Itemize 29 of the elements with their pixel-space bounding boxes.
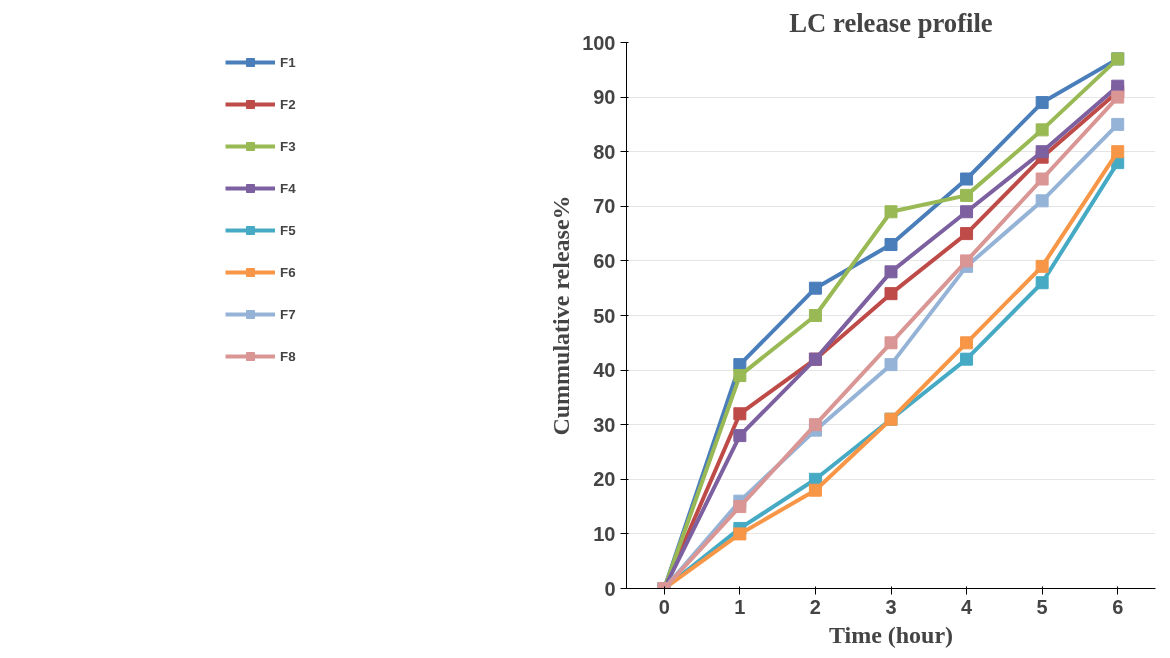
legend-label: F6 (280, 264, 297, 280)
y-tick-label: 70 (593, 195, 616, 218)
y-tick-label: 80 (593, 140, 616, 163)
y-axis-title: Cummulative release% (548, 195, 575, 436)
legend-label: F4 (280, 180, 297, 196)
x-tick-label: 6 (1112, 595, 1124, 618)
y-tick-label: 0 (604, 577, 616, 600)
x-tick-label: 0 (658, 595, 670, 618)
x-tick-label: 3 (885, 595, 897, 618)
legend-label: F2 (280, 96, 297, 112)
y-tick-label: 10 (593, 522, 616, 545)
x-tick-label: 5 (1036, 595, 1048, 618)
x-axis-title: Time (hour) (828, 621, 954, 648)
y-tick-label: 90 (593, 86, 616, 109)
legend-label: F7 (280, 306, 297, 322)
legend-label: F5 (280, 222, 297, 238)
x-tick-label: 4 (961, 595, 974, 618)
x-tick-label: 2 (809, 595, 821, 618)
y-tick-label: 100 (582, 31, 616, 54)
legend-label: F8 (280, 348, 297, 364)
x-tick-label: 1 (734, 595, 746, 618)
y-tick-label: 40 (593, 359, 616, 382)
y-tick-label: 60 (593, 249, 616, 272)
y-tick-label: 30 (593, 413, 616, 436)
y-tick-label: 50 (593, 304, 616, 327)
legend-label: F1 (280, 54, 297, 70)
y-tick-label: 20 (593, 468, 616, 491)
chart-title: LC release profile (789, 7, 993, 38)
legend-label: F3 (280, 138, 297, 154)
